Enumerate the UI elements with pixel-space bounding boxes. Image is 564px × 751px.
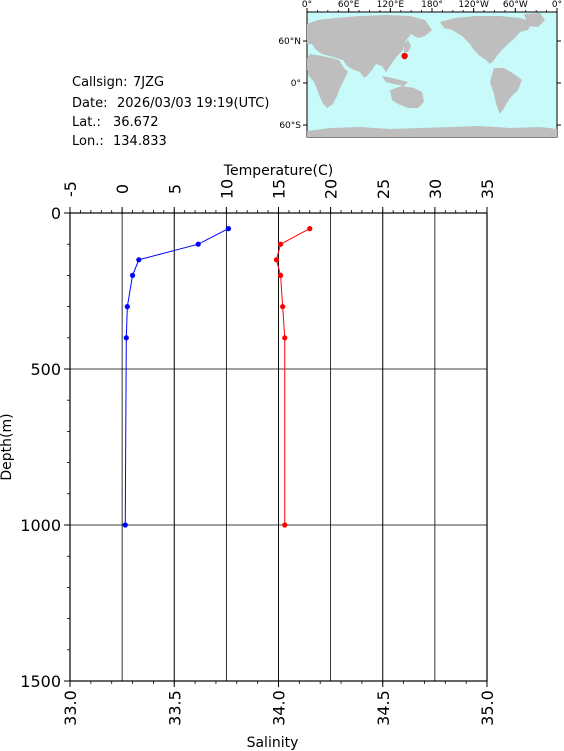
bottom-tick-label: 34.0 bbox=[270, 690, 289, 726]
top-tick-label: -5 bbox=[61, 181, 80, 197]
greenland-landmass bbox=[524, 13, 545, 27]
temperature-line bbox=[124, 228, 229, 526]
map-lat-label: 60°N bbox=[278, 37, 301, 47]
map-lat-label: 0° bbox=[291, 79, 301, 89]
salinity-point bbox=[282, 522, 288, 528]
temperature-point bbox=[129, 272, 136, 278]
map-lon-label: 0° bbox=[552, 0, 562, 10]
temperature-point bbox=[195, 241, 201, 247]
lat-value: 36.672 bbox=[113, 115, 159, 130]
eurasia-landmass bbox=[307, 15, 432, 77]
bottom-tick-label: 35.0 bbox=[478, 690, 497, 726]
top-axis-ticks: -5 0 5 10 15 20 25 30 35 bbox=[61, 179, 497, 213]
y-tick-label: 1500 bbox=[20, 672, 61, 691]
bottom-tick-label: 33.5 bbox=[165, 690, 184, 726]
map-lon-label: 120°E bbox=[377, 0, 405, 10]
temperature-point bbox=[123, 335, 129, 341]
salinity-point bbox=[280, 304, 286, 310]
world-map-inset: 0° 60°E 120°E 180° 120°W 60°W 0° 60°N 0° 60°S bbox=[278, 0, 562, 138]
japan-landmass bbox=[404, 40, 411, 52]
map-lon-label: 0° bbox=[302, 0, 312, 10]
map-lon-label: 60°E bbox=[338, 0, 360, 10]
date-label: Date: bbox=[72, 96, 107, 111]
left-axis-ticks: 0 500 1000 1500 bbox=[20, 204, 70, 691]
series-layer bbox=[122, 226, 313, 528]
map-ticks bbox=[303, 8, 561, 126]
salinity-point bbox=[282, 335, 288, 341]
map-lon-label: 180° bbox=[421, 0, 443, 10]
top-tick-label: 0 bbox=[113, 184, 132, 194]
top-tick-label: 15 bbox=[270, 179, 289, 199]
top-tick-label: 5 bbox=[165, 184, 184, 194]
antarctica-landmass bbox=[307, 126, 557, 137]
map-landmasses bbox=[307, 13, 557, 137]
temperature-point bbox=[124, 304, 130, 310]
top-tick-label: 30 bbox=[426, 179, 445, 199]
map-marker-layer bbox=[401, 52, 408, 60]
callsign-value: 7JZG bbox=[133, 75, 164, 90]
map-lon-label: 120°W bbox=[458, 0, 489, 10]
map-lon-label: 60°W bbox=[503, 0, 528, 10]
map-lat-label: 60°S bbox=[279, 121, 301, 131]
temperature-point bbox=[136, 257, 142, 263]
depth-profile-chart: -5 0 5 10 15 20 25 30 35 33.0 33.5 34.0 34.5 35.0 05… bbox=[0, 163, 497, 751]
salinity-point bbox=[273, 257, 280, 263]
map-longitude-labels: 0° 60°E 120°E 180° 120°W 60°W 0° bbox=[302, 0, 562, 10]
top-tick-label: 10 bbox=[217, 179, 236, 199]
top-axis-title: Temperature(C) bbox=[223, 163, 333, 179]
map-latitude-labels: 60°N 0° 60°S bbox=[278, 37, 301, 131]
chart-grid bbox=[69, 212, 488, 682]
date-value: 2026/03/03 19:19(UTC) bbox=[117, 96, 269, 111]
top-tick-label: 35 bbox=[478, 179, 497, 199]
bottom-axis-title: Salinity bbox=[247, 735, 299, 751]
temperature-point bbox=[122, 522, 128, 528]
lon-value: 134.833 bbox=[113, 134, 167, 149]
india-landmass bbox=[356, 62, 370, 78]
station-marker bbox=[401, 52, 408, 60]
station-info: Callsign: 7JZG Date: 2026/03/03 19:19(UT… bbox=[72, 75, 269, 149]
salinity-point bbox=[277, 272, 284, 278]
temperature-point bbox=[225, 226, 232, 232]
lon-label: Lon.: bbox=[72, 134, 104, 149]
y-tick-label: 0 bbox=[51, 204, 61, 223]
top-tick-label: 25 bbox=[374, 179, 393, 199]
lat-label: Lat.: bbox=[72, 115, 101, 130]
y-tick-label: 500 bbox=[30, 360, 61, 379]
top-tick-label: 20 bbox=[322, 179, 341, 199]
salinity-point bbox=[307, 226, 313, 232]
africa-landmass bbox=[307, 54, 348, 108]
australia-landmass bbox=[390, 86, 424, 108]
bottom-tick-label: 34.5 bbox=[374, 690, 393, 726]
south-america-landmass bbox=[490, 68, 522, 114]
indonesia-landmass bbox=[382, 76, 408, 86]
bottom-tick-label: 33.0 bbox=[61, 690, 80, 726]
callsign-label: Callsign: bbox=[72, 75, 128, 90]
bottom-axis-ticks: 33.0 33.5 34.0 34.5 35.0 bbox=[61, 681, 497, 726]
salinity-point bbox=[277, 241, 284, 247]
north-america-landmass bbox=[440, 16, 532, 64]
y-tick-label: 1000 bbox=[20, 516, 61, 535]
y-axis-title: Depth(m) bbox=[0, 413, 15, 480]
